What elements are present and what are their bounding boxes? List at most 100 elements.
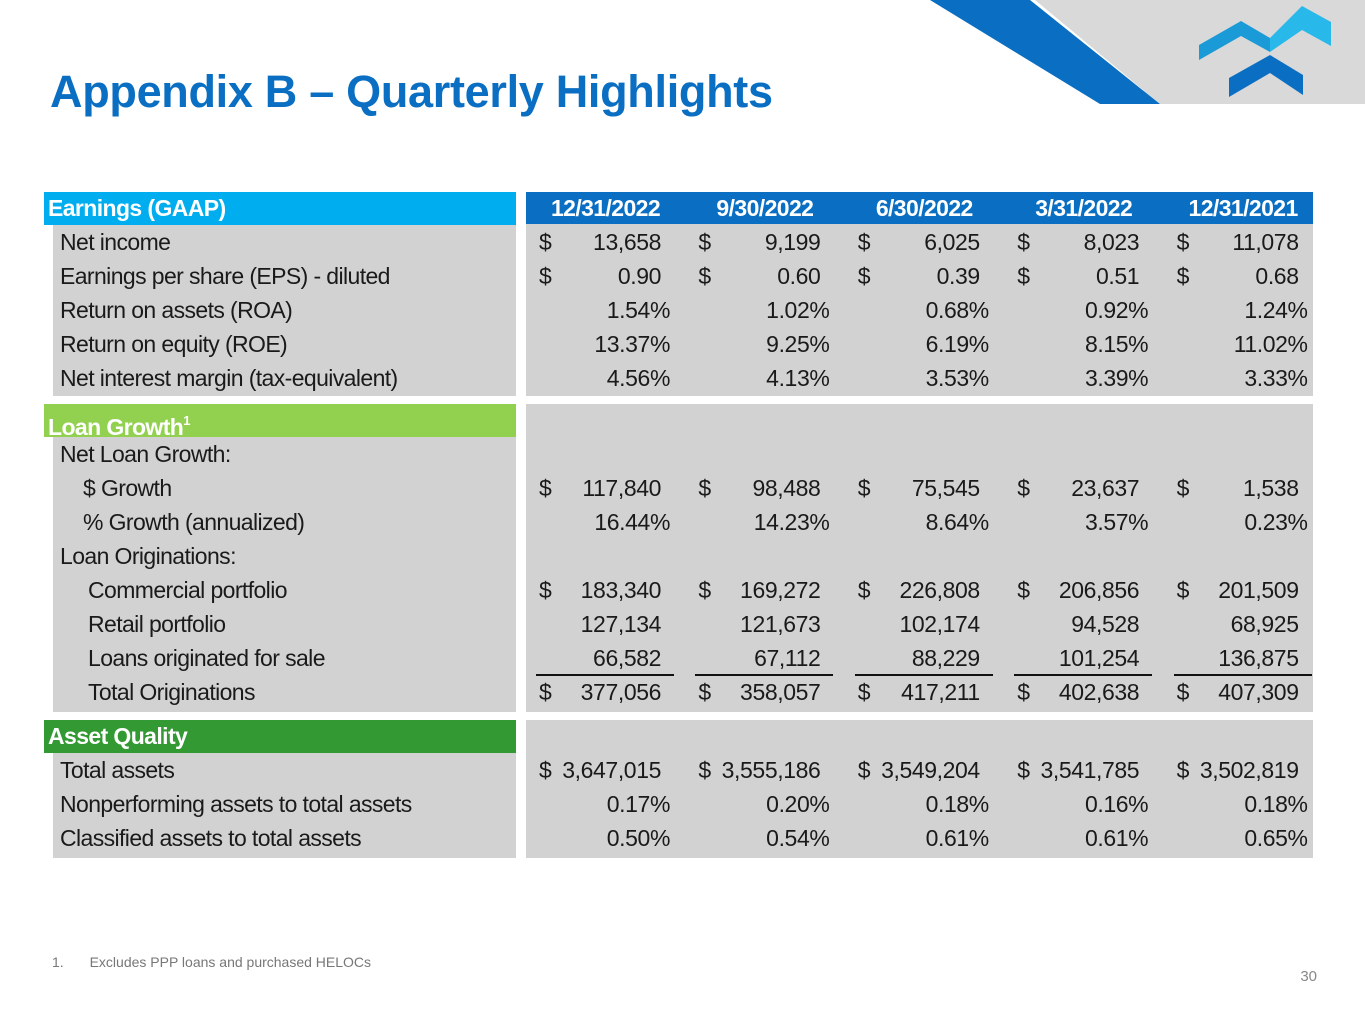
currency-symbol: $	[698, 475, 712, 501]
row-label: Loans originated for sale	[88, 645, 325, 671]
page-number: 30	[1300, 968, 1317, 985]
cell-value: 1,538	[1243, 475, 1299, 501]
currency-symbol: $	[539, 757, 552, 783]
cell-value: 3,541,785	[1040, 757, 1140, 783]
cell-value: 3.33%	[1244, 365, 1308, 391]
currency-symbol: $	[1017, 679, 1030, 705]
cell-value: 0.54%	[766, 825, 830, 851]
currency-symbol: $	[698, 263, 712, 289]
currency-symbol: $	[698, 229, 712, 255]
cell-value: 4.56%	[606, 365, 671, 391]
currency-symbol: $	[1176, 263, 1190, 289]
row-label: Nonperforming assets to total assets	[60, 791, 412, 817]
currency-symbol: $	[857, 577, 871, 603]
cell-value: 68,925	[1230, 611, 1299, 637]
cell-value: 358,057	[740, 679, 821, 705]
cell-value: 201,509	[1218, 577, 1299, 603]
cell-value: 3.39%	[1084, 365, 1149, 391]
cell-value: 0.61%	[1084, 825, 1149, 851]
column-header-date: 12/31/2022	[550, 195, 661, 221]
cell-value: 1.54%	[606, 297, 671, 323]
date-header-bar: 12/31/2022 9/30/2022 6/30/2022 3/31/2022 12/…	[526, 192, 1313, 224]
cell-value: 13.37%	[594, 331, 670, 357]
cell-value: 0.18%	[1244, 791, 1308, 817]
company-logo	[1199, 6, 1331, 97]
underline	[1014, 674, 1153, 676]
currency-symbol: $	[1176, 229, 1190, 255]
row-label: Earnings per share (EPS) - diluted	[60, 263, 390, 289]
cell-value: 226,808	[899, 577, 980, 603]
cell-value: 9,199	[764, 229, 821, 255]
header-decoration	[930, 0, 1365, 104]
label-panel	[53, 437, 516, 712]
footnote: 1. Excludes PPP loans and purchased HELO…	[52, 954, 371, 970]
row-label: Net interest margin (tax-equivalent)	[60, 365, 398, 391]
currency-symbol: $	[698, 577, 712, 603]
cell-value: 101,254	[1058, 645, 1140, 671]
row-label: Total Originations	[88, 679, 256, 705]
value-panel	[526, 224, 1313, 396]
underline	[695, 674, 834, 676]
cell-value: 183,340	[580, 577, 662, 603]
cell-value: 11,078	[1232, 229, 1299, 255]
currency-symbol: $	[857, 475, 871, 501]
label-panel	[53, 753, 516, 858]
cell-value: 0.23%	[1244, 509, 1308, 535]
cell-value: 6.19%	[925, 331, 990, 357]
cell-value: 169,272	[740, 577, 821, 603]
cell-value: 9.25%	[766, 331, 830, 357]
footnote-marker: 1	[183, 413, 190, 428]
row-label: Commercial portfolio	[88, 577, 288, 603]
cell-value: 3.57%	[1084, 509, 1149, 535]
currency-symbol: $	[539, 263, 552, 289]
currency-symbol: $	[539, 229, 552, 255]
cell-value: 0.92%	[1084, 297, 1149, 323]
cell-value: 0.16%	[1084, 791, 1149, 817]
section-title: Asset Quality	[48, 723, 188, 749]
label-panel	[53, 224, 516, 396]
cell-value: 117,840	[582, 475, 661, 501]
section-header: Loan Growth1	[44, 404, 516, 440]
cell-value: 417,211	[901, 679, 980, 705]
currency-symbol: $	[1017, 577, 1030, 603]
footnote-number: 1.	[52, 954, 64, 970]
section-header: Asset Quality	[44, 720, 516, 753]
section-header: Earnings (GAAP)	[44, 192, 516, 225]
cell-value: 407,309	[1218, 679, 1299, 705]
cell-value: 0.17%	[606, 791, 671, 817]
cell-value: 13,658	[593, 229, 661, 255]
cell-value: 402,638	[1058, 679, 1140, 705]
column-header-date: 6/30/2022	[875, 195, 974, 221]
cell-value: 0.20%	[766, 791, 830, 817]
currency-symbol: $	[1017, 757, 1030, 783]
page-title: Appendix B – Quarterly Highlights	[50, 66, 773, 117]
cell-value: 3,555,186	[721, 757, 821, 783]
cell-value: 102,174	[899, 611, 980, 637]
cell-value: 3,549,204	[881, 757, 980, 783]
currency-symbol: $	[857, 757, 871, 783]
row-label: Return on assets (ROA)	[60, 297, 293, 323]
cell-value: 0.18%	[925, 791, 990, 817]
cell-value: 8.15%	[1084, 331, 1149, 357]
row-label: Net Loan Growth:	[60, 441, 231, 467]
cell-value: 136,875	[1218, 645, 1299, 671]
currency-symbol: $	[1017, 229, 1030, 255]
cell-value: 98,488	[752, 475, 821, 501]
cell-value: 66,582	[593, 645, 661, 671]
currency-symbol: $	[1017, 475, 1030, 501]
section-title: Earnings (GAAP)	[48, 195, 226, 221]
currency-symbol: $	[1017, 263, 1030, 289]
cell-value: 377,056	[580, 679, 662, 705]
column-header-date: 12/31/2021	[1188, 195, 1299, 221]
currency-symbol: $	[698, 757, 712, 783]
currency-symbol: $	[698, 679, 712, 705]
row-label: Retail portfolio	[88, 611, 226, 637]
section-title: Loan Growth	[48, 414, 184, 440]
cell-value: 127,134	[580, 611, 662, 637]
row-label: Return on equity (ROE)	[60, 331, 288, 357]
cell-value: 1.24%	[1244, 297, 1308, 323]
cell-value: 23,637	[1071, 475, 1140, 501]
cell-value: 3,647,015	[562, 757, 661, 783]
currency-symbol: $	[539, 679, 552, 705]
row-label: % Growth (annualized)	[83, 509, 305, 535]
